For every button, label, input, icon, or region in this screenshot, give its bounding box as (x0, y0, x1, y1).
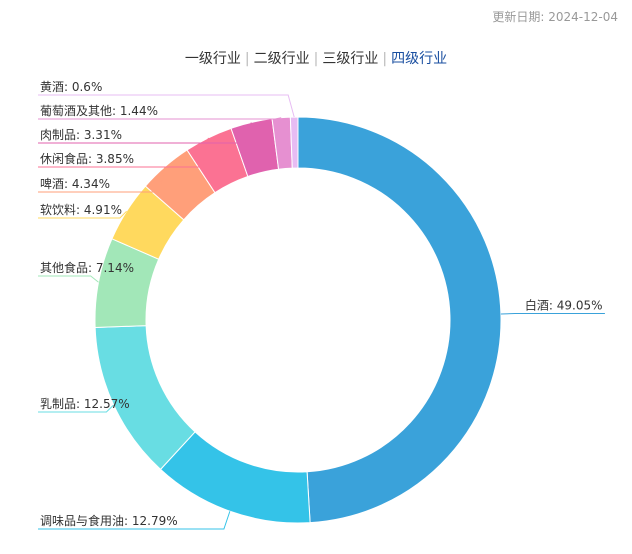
slice-label: 其他食品: 7.14% (40, 260, 134, 275)
tab-level-3[interactable]: 三级行业 (322, 51, 379, 67)
donut-slice[interactable] (297, 116, 502, 524)
slice-label: 休闲食品: 3.85% (40, 151, 134, 166)
slice-label: 葡萄酒及其他: 1.44% (40, 104, 158, 118)
slice-label: 调味品与食用油: 12.79% (40, 513, 178, 528)
industry-level-tabs: 一级行业 | 二级行业 | 三级行业 | 四级行业 (0, 48, 632, 68)
tab-level-2[interactable]: 二级行业 (253, 51, 310, 67)
tab-level-1[interactable]: 一级行业 (184, 51, 241, 67)
slice-label: 乳制品: 12.57% (40, 397, 130, 411)
tab-divider: | (382, 51, 388, 67)
slice-label: 白酒: 49.05% (525, 298, 603, 313)
slice-label: 啤酒: 4.34% (40, 176, 110, 191)
tab-level-4[interactable]: 四级行业 (391, 51, 448, 67)
tab-divider: | (244, 51, 250, 67)
update-date: 更新日期: 2024-12-04 (492, 10, 618, 24)
slice-label: 肉制品: 3.31% (40, 128, 122, 142)
tab-divider: | (313, 51, 319, 67)
slice-label: 软饮料: 4.91% (40, 203, 122, 217)
slice-label: 黄酒: 0.6% (40, 80, 102, 94)
donut-slice[interactable] (289, 116, 299, 169)
